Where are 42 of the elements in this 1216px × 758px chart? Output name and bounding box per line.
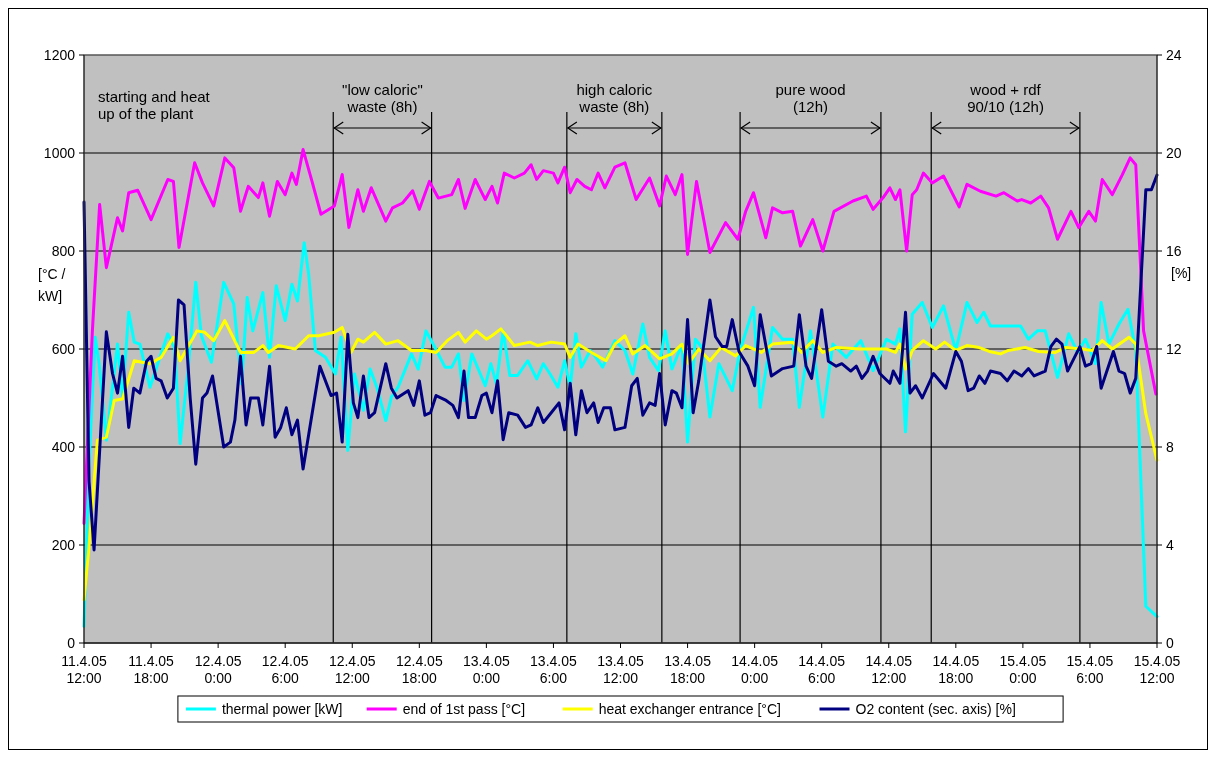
x-tick-label: 14.4.05 12:00: [865, 653, 913, 686]
legend-label: thermal power [kW]: [221, 701, 343, 717]
x-tick-label: 12.4.05 6:00: [261, 653, 309, 686]
x-tick-label: 12.4.05 12:00: [328, 653, 376, 686]
x-tick-label: 13.4.05 12:00: [597, 653, 645, 686]
y2-tick-label: 12: [1166, 341, 1182, 357]
annotation: pure wood (12h): [775, 81, 846, 115]
y-tick-label: 1200: [43, 47, 76, 63]
x-tick-label: 11.4.05 18:00: [128, 653, 175, 686]
annotation: high caloric waste (8h): [576, 81, 653, 115]
y2-tick-label: 4: [1166, 537, 1174, 553]
x-tick-label: 14.4.05 18:00: [932, 653, 980, 686]
x-tick-label: 13.4.05 6:00: [530, 653, 577, 686]
y-tick-label: 800: [51, 243, 76, 259]
y-tick-label: 400: [51, 439, 76, 455]
x-tick-label: 14.4.05 6:00: [798, 653, 846, 686]
y2-tick-label: 8: [1166, 439, 1174, 455]
x-tick-label: 11.4.05 12:00: [61, 653, 108, 686]
x-tick-label: 15.4.05 0:00: [999, 653, 1047, 686]
y2-tick-label: 24: [1166, 47, 1182, 63]
y2-tick-label: 20: [1166, 145, 1182, 161]
x-tick-label: 13.4.05 0:00: [463, 653, 510, 686]
legend-label: heat exchanger entrance [°C]: [598, 701, 781, 717]
annotation: "low caloric" waste (8h): [342, 81, 423, 115]
y-tick-label: 600: [51, 341, 76, 357]
x-tick-label: 12.4.05 18:00: [395, 653, 443, 686]
annotation: wood + rdf 90/10 (12h): [967, 81, 1044, 115]
y-tick-label: 200: [51, 537, 76, 553]
annotation: starting and heat up of the plant: [98, 88, 211, 122]
x-tick-label: 12.4.05 0:00: [194, 653, 242, 686]
legend-label: O2 content (sec. axis) [%]: [855, 701, 1016, 717]
legend-label: end of 1st pass [°C]: [402, 701, 526, 717]
y2-axis-title: [%]: [1171, 264, 1192, 281]
y2-tick-label: 0: [1166, 635, 1174, 651]
x-tick-label: 15.4.05 6:00: [1066, 653, 1114, 686]
y-tick-label: 0: [67, 635, 76, 651]
y-tick-label: 1000: [43, 145, 76, 161]
x-tick-label: 13.4.05 18:00: [664, 653, 712, 686]
x-tick-label: 14.4.05 0:00: [731, 653, 779, 686]
y2-tick-label: 16: [1166, 243, 1182, 259]
x-tick-label: 15.4.05 12:00: [1133, 653, 1181, 686]
y-axis-title: [°C / kW]: [38, 266, 66, 304]
